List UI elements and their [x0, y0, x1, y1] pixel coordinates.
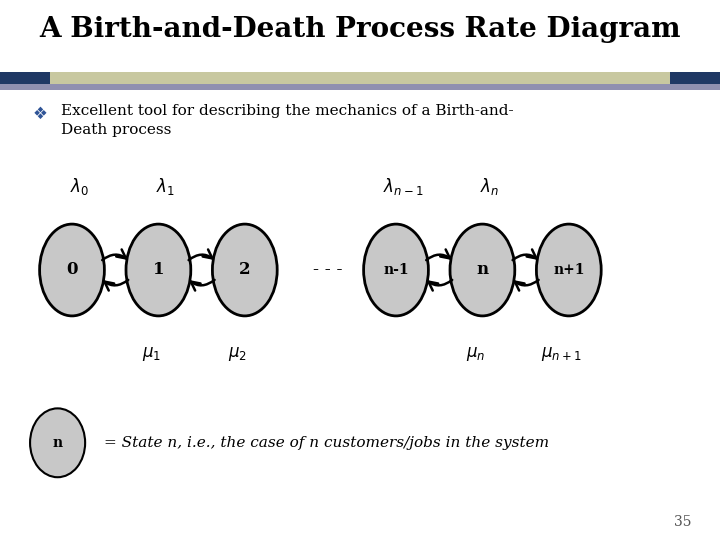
Bar: [670, 72, 720, 84]
Ellipse shape: [536, 224, 601, 316]
Ellipse shape: [364, 224, 428, 316]
Text: Excellent tool for describing the mechanics of a Birth-and-: Excellent tool for describing the mechan…: [61, 104, 514, 118]
Text: n: n: [53, 436, 63, 450]
Text: 2: 2: [239, 261, 251, 279]
Text: - - -: - - -: [313, 261, 342, 279]
Text: $\lambda_1$: $\lambda_1$: [156, 176, 175, 197]
Text: 1: 1: [153, 261, 164, 279]
Text: Death process: Death process: [61, 123, 171, 137]
Text: $\mu_1$: $\mu_1$: [142, 345, 161, 363]
Ellipse shape: [40, 224, 104, 316]
Text: 35: 35: [674, 515, 691, 529]
Ellipse shape: [450, 224, 515, 316]
Text: 0: 0: [66, 261, 78, 279]
Bar: [0, 72, 50, 84]
Bar: [0, 84, 720, 90]
Text: $\mu_2$: $\mu_2$: [228, 345, 247, 363]
Text: ❖: ❖: [32, 105, 48, 123]
Text: n-1: n-1: [383, 263, 409, 277]
Bar: [0, 72, 720, 84]
Text: $\mu_{n+1}$: $\mu_{n+1}$: [541, 345, 582, 363]
Text: $\lambda_{n-1}$: $\lambda_{n-1}$: [383, 176, 423, 197]
Text: $\lambda_0$: $\lambda_0$: [70, 176, 89, 197]
Text: $\lambda_n$: $\lambda_n$: [480, 176, 499, 197]
Text: A Birth-and-Death Process Rate Diagram: A Birth-and-Death Process Rate Diagram: [40, 16, 680, 43]
Text: = State n, i.e., the case of n customers/jobs in the system: = State n, i.e., the case of n customers…: [104, 436, 549, 450]
Text: n+1: n+1: [553, 263, 585, 277]
Ellipse shape: [30, 408, 85, 477]
Ellipse shape: [126, 224, 191, 316]
Text: n: n: [477, 261, 488, 279]
Ellipse shape: [212, 224, 277, 316]
Text: $\mu_n$: $\mu_n$: [466, 345, 485, 363]
